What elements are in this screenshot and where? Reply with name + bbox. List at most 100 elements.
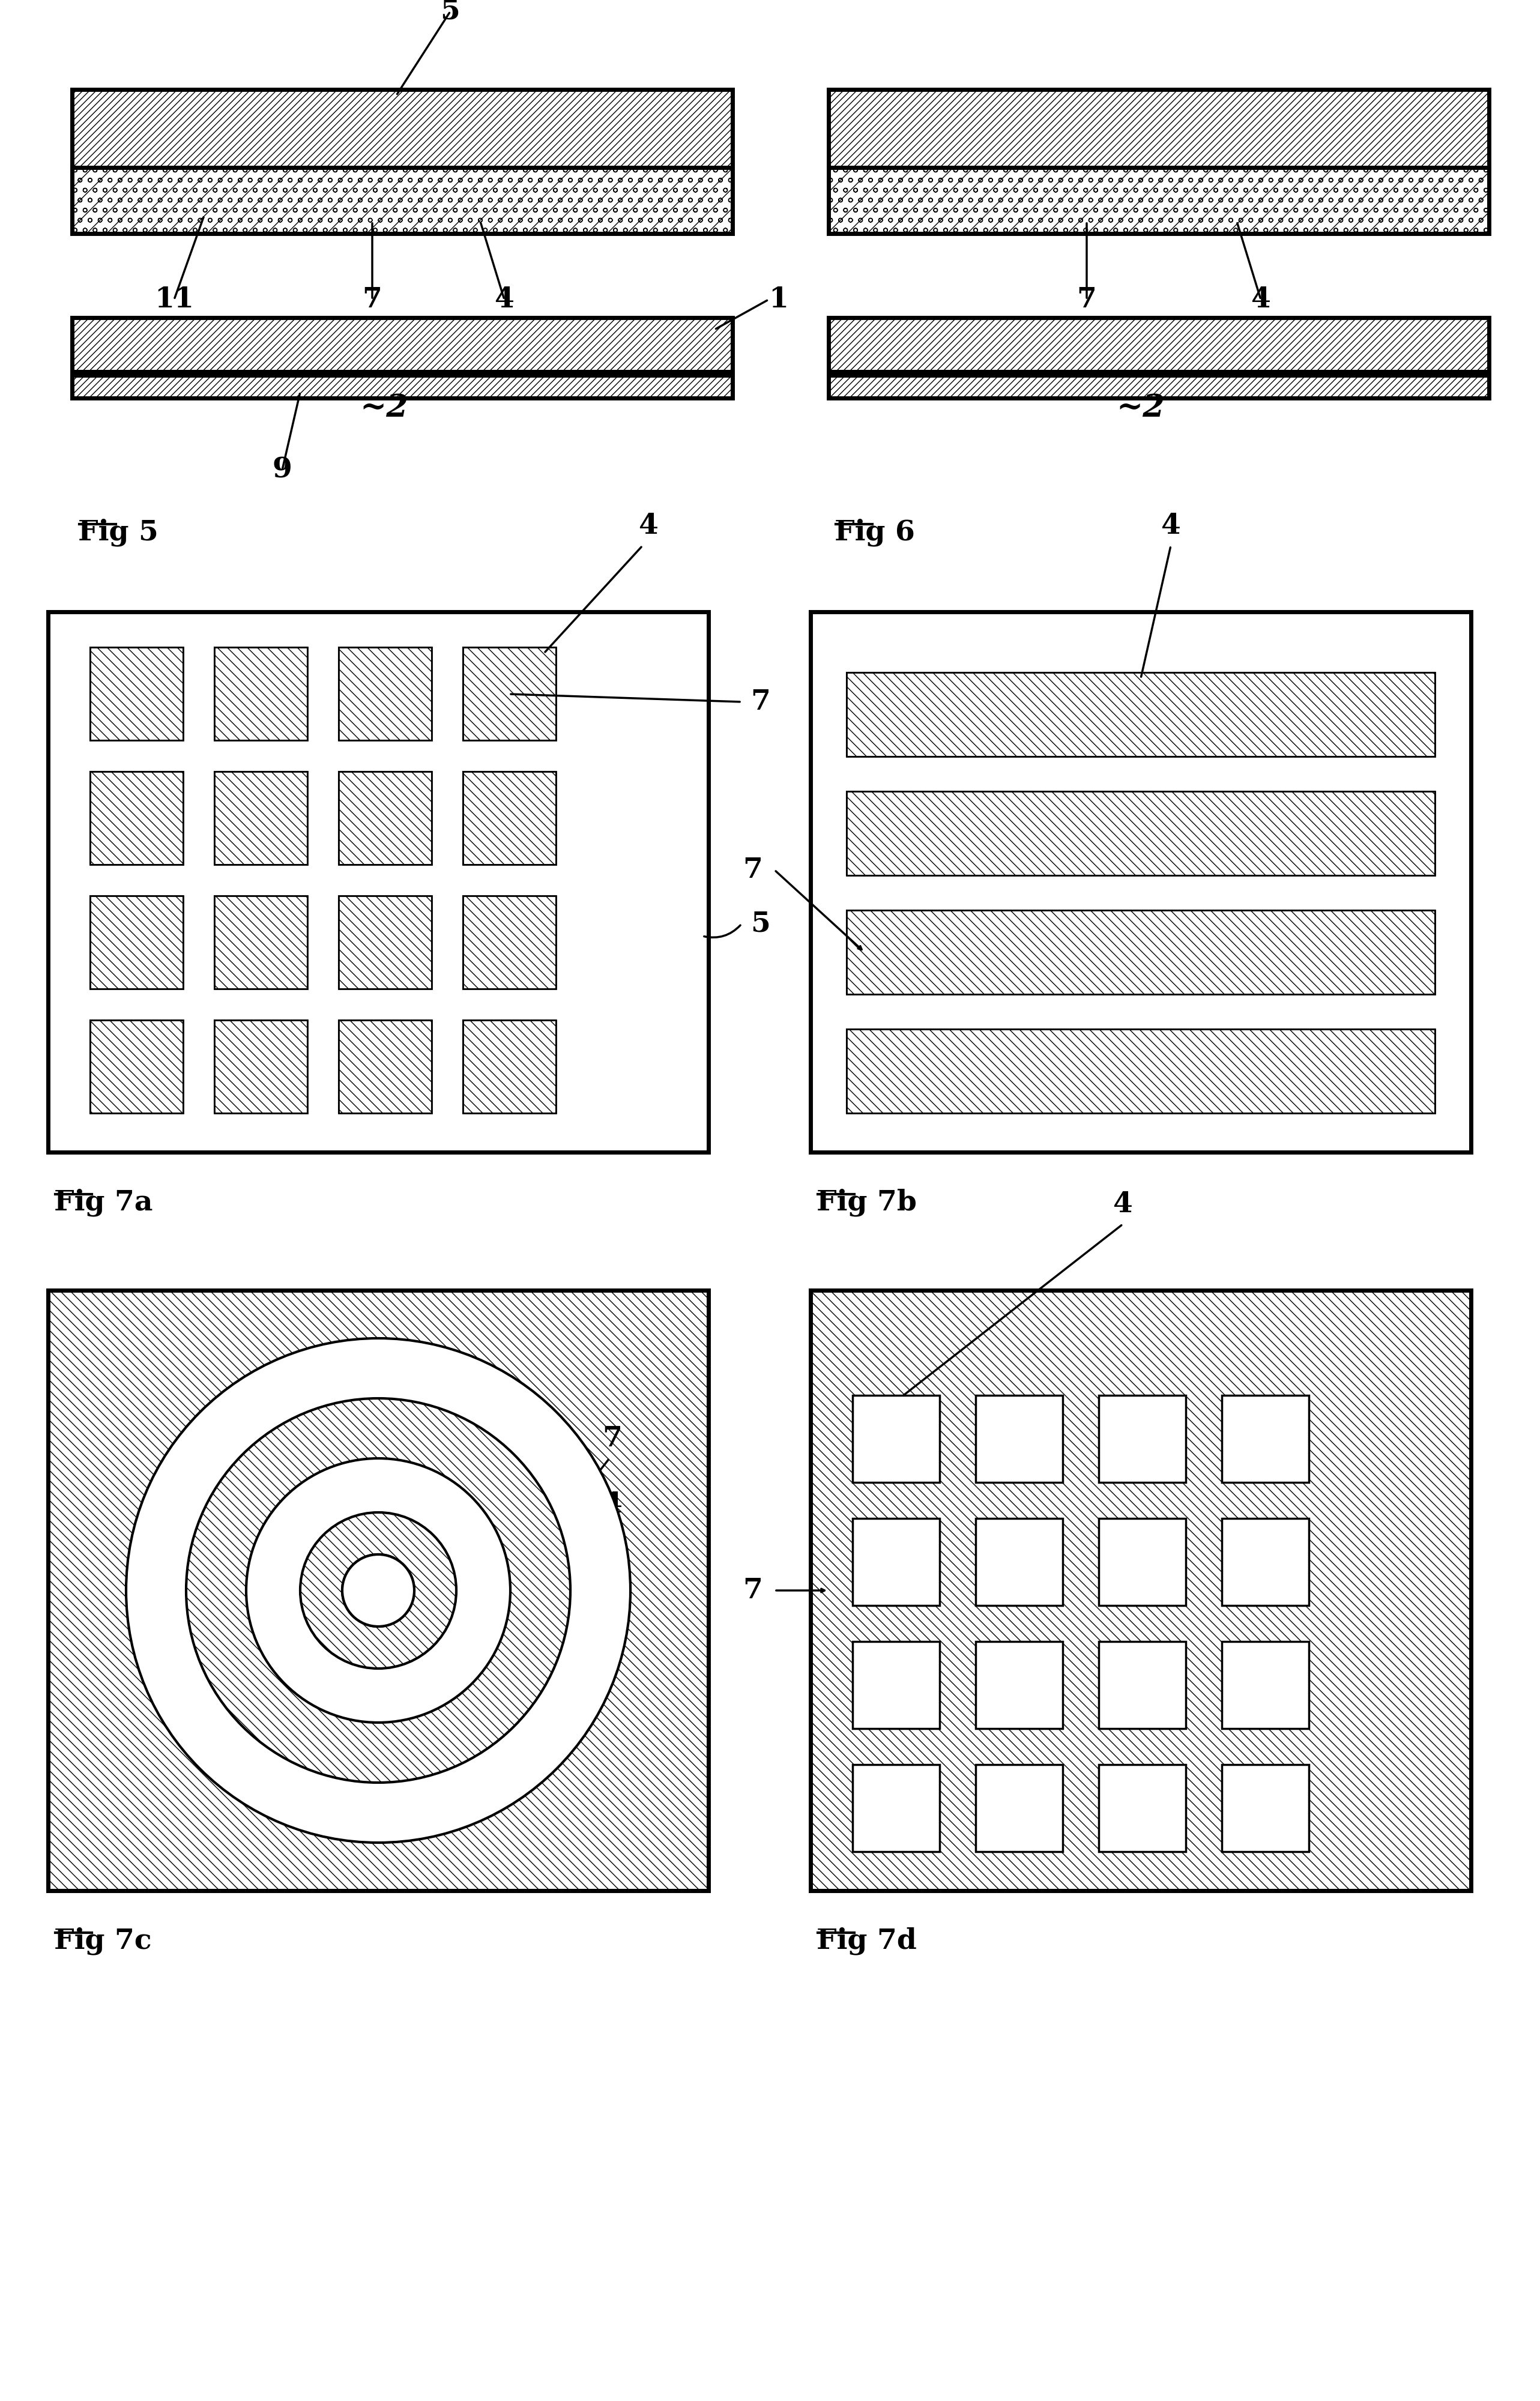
Circle shape <box>342 1553 414 1625</box>
Bar <box>214 648 308 740</box>
Text: 4: 4 <box>639 511 658 540</box>
Text: 7: 7 <box>1076 286 1096 315</box>
Bar <box>847 1030 1435 1114</box>
Bar <box>829 375 1489 399</box>
Text: Fig 7d: Fig 7d <box>816 1926 916 1954</box>
Text: 5: 5 <box>440 0 460 26</box>
Bar <box>1221 1765 1309 1851</box>
Bar <box>464 771 556 864</box>
Bar <box>339 896 431 989</box>
Bar <box>339 1020 431 1114</box>
Bar <box>847 792 1435 876</box>
Bar <box>464 896 556 989</box>
Bar <box>48 1289 708 1890</box>
Text: 4: 4 <box>1161 511 1181 540</box>
Text: 4: 4 <box>602 1491 622 1517</box>
Bar <box>72 168 733 233</box>
Bar <box>829 317 1489 372</box>
Bar <box>214 1020 308 1114</box>
Bar <box>89 771 183 864</box>
Circle shape <box>300 1513 456 1669</box>
Bar <box>214 771 308 864</box>
Circle shape <box>342 1553 414 1625</box>
Text: 11: 11 <box>154 286 194 315</box>
Bar <box>1098 1395 1186 1481</box>
Bar <box>464 648 556 740</box>
Bar <box>464 1020 556 1114</box>
Text: 7: 7 <box>362 286 382 315</box>
Text: Fig 7b: Fig 7b <box>816 1188 916 1217</box>
Bar <box>339 771 431 864</box>
Bar <box>829 375 1489 399</box>
Bar <box>1221 1395 1309 1481</box>
Text: 9: 9 <box>273 456 293 485</box>
Bar <box>339 896 431 989</box>
Bar <box>976 1517 1063 1606</box>
Bar <box>72 317 733 372</box>
Bar <box>339 648 431 740</box>
Text: 4: 4 <box>1250 286 1270 315</box>
Text: 4: 4 <box>1113 1191 1132 1217</box>
Text: 7: 7 <box>742 1577 762 1604</box>
Bar <box>214 896 308 989</box>
Bar <box>976 1642 1063 1729</box>
Bar <box>976 1765 1063 1851</box>
Text: 1: 1 <box>768 286 788 315</box>
Bar <box>464 896 556 989</box>
Bar <box>810 1289 1471 1890</box>
Bar <box>339 1020 431 1114</box>
Bar <box>853 1517 939 1606</box>
Bar <box>89 1020 183 1114</box>
Bar <box>810 1289 1471 1890</box>
Bar <box>464 771 556 864</box>
Bar <box>847 1030 1435 1114</box>
Bar <box>1098 1765 1186 1851</box>
Bar <box>72 168 733 233</box>
Bar <box>853 1395 939 1481</box>
Text: 7: 7 <box>742 857 762 884</box>
Text: ~2: ~2 <box>360 391 408 423</box>
Bar <box>72 317 733 372</box>
Bar <box>847 910 1435 994</box>
Bar <box>72 89 733 168</box>
Text: 7: 7 <box>750 689 770 715</box>
Bar <box>72 168 733 233</box>
Bar <box>89 648 183 740</box>
Bar <box>853 1642 939 1729</box>
Bar <box>847 792 1435 876</box>
Bar <box>214 648 308 740</box>
Bar <box>72 89 733 168</box>
Bar <box>976 1395 1063 1481</box>
Bar <box>1221 1642 1309 1729</box>
Bar <box>847 910 1435 994</box>
Circle shape <box>186 1397 570 1782</box>
Bar <box>1221 1517 1309 1606</box>
Bar <box>72 375 733 399</box>
Bar <box>214 771 308 864</box>
Text: Fig 7c: Fig 7c <box>54 1926 151 1954</box>
Text: 5: 5 <box>750 910 770 939</box>
Bar <box>829 168 1489 233</box>
Circle shape <box>126 1337 630 1842</box>
Bar <box>89 648 183 740</box>
Text: 7: 7 <box>602 1424 622 1453</box>
Text: 4: 4 <box>494 286 514 315</box>
Bar <box>829 89 1489 168</box>
Circle shape <box>246 1457 510 1722</box>
Bar <box>89 896 183 989</box>
Bar <box>214 1020 308 1114</box>
Bar <box>829 89 1489 168</box>
Bar <box>847 672 1435 756</box>
Text: ~2: ~2 <box>1116 391 1166 423</box>
Bar <box>1098 1642 1186 1729</box>
Bar <box>89 1020 183 1114</box>
Bar <box>89 896 183 989</box>
Bar <box>72 375 733 399</box>
Bar <box>810 612 1471 1152</box>
Bar <box>829 168 1489 233</box>
Bar <box>1098 1517 1186 1606</box>
Text: Fig 7a: Fig 7a <box>54 1188 152 1217</box>
Text: Fig 6: Fig 6 <box>835 519 915 545</box>
Bar <box>339 648 431 740</box>
Bar <box>847 672 1435 756</box>
